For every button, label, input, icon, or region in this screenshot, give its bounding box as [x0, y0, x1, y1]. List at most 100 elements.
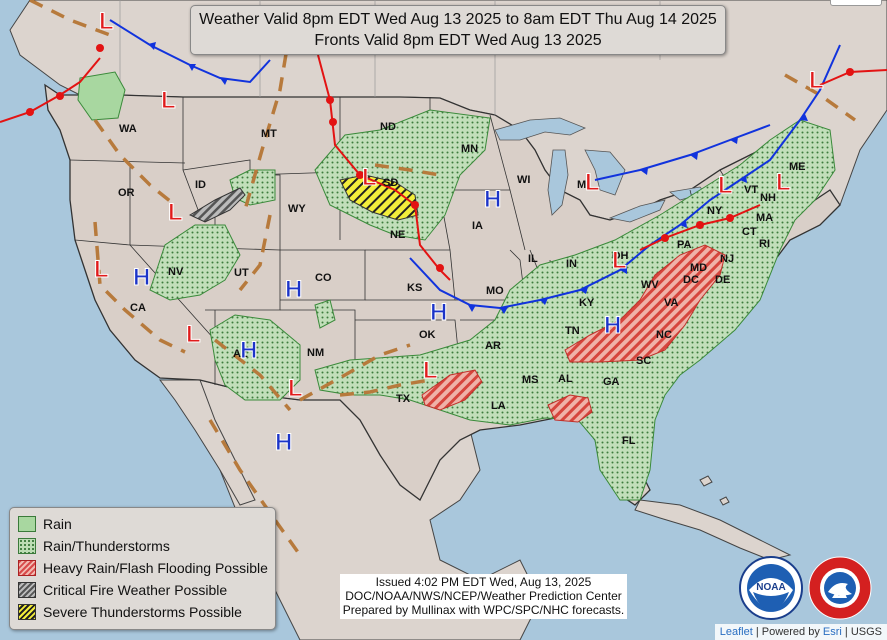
state-label-il: IL: [528, 253, 538, 265]
state-label-ms: MS: [522, 374, 539, 386]
state-label-ks: KS: [407, 282, 422, 294]
leaflet-link[interactable]: Leaflet: [719, 626, 753, 638]
low-pressure-marker: L: [362, 164, 377, 191]
legend-item-heavy-rain: Heavy Rain/Flash Flooding Possible: [18, 557, 275, 579]
high-pressure-marker: H: [430, 299, 447, 326]
low-pressure-marker: L: [585, 169, 600, 196]
state-label-ny: NY: [707, 205, 723, 217]
noaa-logo[interactable]: NOAA: [739, 556, 803, 620]
high-pressure-marker: H: [604, 312, 621, 339]
state-label-fl: FL: [622, 435, 636, 447]
low-pressure-centers: L L L L L L L L L L L L L: [94, 8, 825, 403]
state-label-sc: SC: [636, 355, 651, 367]
heavy-rain-gulf: [547, 394, 593, 423]
state-label-vt: VT: [744, 184, 758, 196]
high-pressure-marker: H: [240, 337, 257, 364]
state-label-ne: NE: [390, 229, 405, 241]
high-pressure-marker: H: [133, 264, 150, 291]
issued-time: Issued 4:02 PM EDT Wed, Aug 13, 2025: [375, 575, 592, 589]
state-label-mi: MI: [577, 179, 589, 191]
high-pressure-centers: H H H H H H H: [133, 186, 622, 457]
state-label-nj: NJ: [720, 253, 734, 265]
legend-item-severe: Severe Thunderstorms Possible: [18, 601, 275, 623]
noaa-logo-text: NOAA: [756, 582, 785, 593]
heavy-rain-midatlantic: [564, 244, 726, 363]
state-label-ca: CA: [130, 302, 146, 314]
rain-area-wa: [77, 71, 126, 121]
state-label-ok: OK: [419, 329, 436, 341]
warm-front-plains: [317, 54, 451, 281]
cold-front-northwest: [109, 19, 271, 84]
legend-item-fire: Critical Fire Weather Possible: [18, 579, 275, 601]
map-attribution: Leaflet | Powered by Esri | USGS: [714, 624, 887, 640]
low-pressure-marker: L: [161, 87, 176, 114]
state-label-ia: IA: [472, 220, 483, 232]
state-label-in: IN: [566, 258, 577, 270]
severe-ts-area: [339, 174, 419, 221]
ts-area-colorado-small: [314, 299, 336, 329]
low-pressure-marker: L: [186, 321, 201, 348]
low-pressure-marker: L: [776, 169, 791, 196]
low-pressure-marker: L: [99, 8, 114, 35]
forecaster-credit: Prepared by Mullinax with WPC/SPC/NHC fo…: [342, 603, 625, 617]
nws-logo[interactable]: [808, 556, 872, 620]
state-label-az: AZ: [233, 348, 248, 360]
state-label-nc: NC: [656, 329, 672, 341]
esri-link[interactable]: Esri: [822, 626, 842, 638]
fire-weather-swatch: [18, 582, 36, 598]
legend-label: Rain/Thunderstorms: [43, 538, 170, 554]
state-label-wv: WV: [641, 279, 659, 291]
low-pressure-marker: L: [612, 247, 627, 274]
issuing-office: DOC/NOAA/NWS/NCEP/Weather Prediction Cen…: [345, 589, 622, 603]
state-label-wa: WA: [119, 123, 137, 135]
low-pressure-marker: L: [718, 172, 733, 199]
state-labels: WA OR CA ID NV UT AZ MT WY CO NM ND SD N…: [118, 121, 806, 447]
state-label-pa: PA: [677, 239, 692, 251]
state-label-mo: MO: [486, 285, 504, 297]
severe-swatch: [18, 604, 36, 620]
fire-weather-area: [188, 187, 246, 223]
warm-fronts: [0, 44, 887, 281]
legend-label: Rain: [43, 516, 72, 532]
legend-item-thunderstorms: Rain/Thunderstorms: [18, 535, 275, 557]
map-legend: Rain Rain/Thunderstorms Heavy Rain/Flash…: [9, 507, 276, 630]
map-control-edge[interactable]: [830, 0, 882, 6]
state-label-wy: WY: [288, 203, 306, 215]
legend-item-rain: Rain: [18, 513, 275, 535]
state-label-tx: TX: [396, 393, 411, 405]
state-label-tn: TN: [565, 325, 580, 337]
state-label-nm: NM: [307, 347, 324, 359]
lake-huron: [584, 149, 626, 196]
usgs-text: | USGS: [841, 626, 882, 638]
powered-by-text: | Powered by: [752, 626, 823, 638]
state-label-wi: WI: [517, 174, 530, 186]
legend-label: Critical Fire Weather Possible: [43, 582, 228, 598]
ts-area-plains: [314, 109, 491, 241]
state-label-nd: ND: [380, 121, 396, 133]
state-label-ar: AR: [485, 340, 501, 352]
low-pressure-marker: L: [423, 357, 438, 384]
troughs: [29, 0, 857, 557]
state-label-sd: SD: [383, 177, 398, 189]
legend-label: Heavy Rain/Flash Flooding Possible: [43, 560, 268, 576]
ts-area-nevada: [149, 224, 241, 301]
state-label-nh: NH: [760, 192, 776, 204]
state-label-md: MD: [690, 262, 707, 274]
state-label-ga: GA: [603, 376, 620, 388]
ts-area-southwest: [209, 314, 301, 401]
low-pressure-marker: L: [94, 256, 109, 283]
map-title-box: Weather Valid 8pm EDT Wed Aug 13 2025 to…: [190, 5, 726, 55]
state-label-dc: DC: [683, 274, 699, 286]
state-label-ky: KY: [579, 297, 595, 309]
state-label-or: OR: [118, 187, 135, 199]
state-label-co: CO: [315, 272, 332, 284]
heavy-rain-areas: [421, 244, 726, 423]
baja-land: [159, 379, 256, 506]
state-label-de: DE: [715, 274, 730, 286]
high-pressure-marker: H: [484, 186, 501, 213]
thunderstorm-swatch: [18, 538, 36, 554]
bahamas: [699, 475, 730, 506]
map-title-line2: Fronts Valid 8pm EDT Wed Aug 13 2025: [314, 32, 602, 49]
state-label-va: VA: [664, 297, 679, 309]
